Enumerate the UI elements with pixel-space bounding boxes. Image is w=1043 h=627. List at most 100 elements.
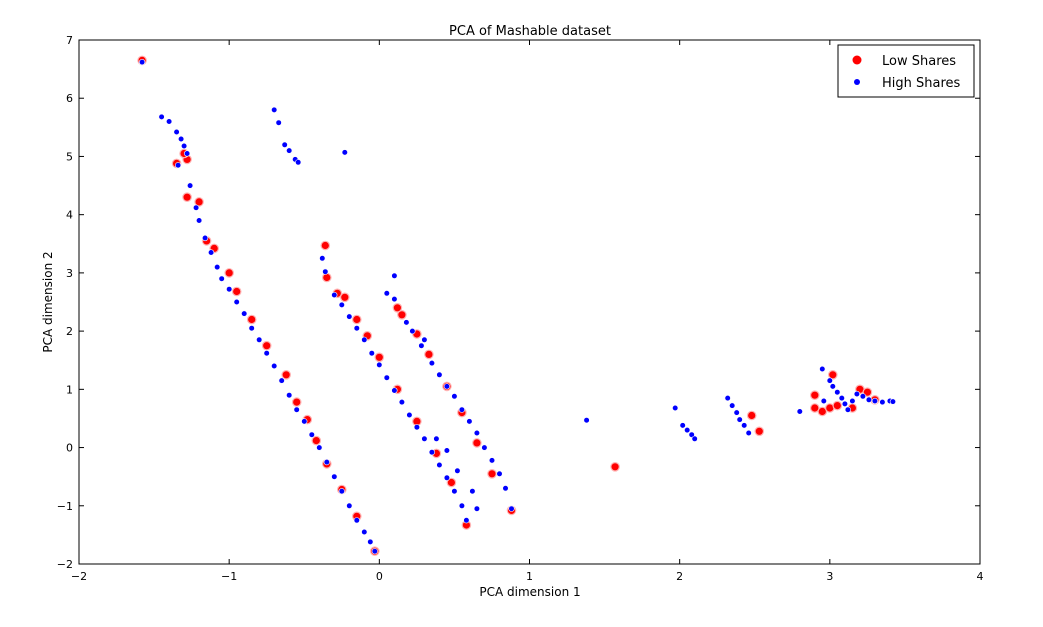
point-high-shares bbox=[271, 106, 278, 113]
plot-layer bbox=[137, 55, 897, 556]
point-low-shares bbox=[392, 302, 403, 313]
point-high-shares bbox=[508, 505, 515, 512]
x-axis-title: PCA dimension 1 bbox=[479, 585, 580, 599]
point-high-shares bbox=[391, 387, 398, 394]
point-high-shares bbox=[841, 400, 849, 408]
point-high-shares bbox=[193, 204, 200, 211]
y-tick-label: 6 bbox=[66, 92, 73, 105]
point-low-shares bbox=[610, 461, 620, 472]
point-high-shares bbox=[341, 149, 348, 156]
point-low-shares bbox=[291, 397, 302, 407]
point-high-shares bbox=[871, 397, 879, 405]
point-low-shares bbox=[224, 268, 234, 278]
point-low-shares bbox=[446, 477, 457, 488]
point-high-shares bbox=[248, 325, 255, 332]
point-high-shares bbox=[271, 362, 278, 370]
y-tick-label: 1 bbox=[66, 383, 73, 396]
point-high-shares bbox=[865, 396, 873, 403]
point-high-shares bbox=[286, 147, 293, 154]
point-high-shares bbox=[469, 488, 476, 495]
point-high-shares bbox=[421, 336, 428, 343]
y-axis-title: PCA dimension 2 bbox=[41, 251, 55, 352]
point-low-shares bbox=[472, 438, 482, 448]
point-high-shares bbox=[409, 328, 416, 335]
point-high-shares bbox=[178, 135, 185, 143]
point-high-shares bbox=[463, 517, 470, 524]
point-low-shares bbox=[746, 410, 757, 421]
point-high-shares bbox=[729, 402, 736, 409]
point-high-shares bbox=[796, 408, 803, 415]
point-high-shares bbox=[361, 336, 368, 343]
y-tick-label: −1 bbox=[57, 500, 73, 513]
legend-box bbox=[837, 44, 975, 98]
point-high-shares bbox=[173, 128, 180, 136]
point-high-shares bbox=[391, 296, 398, 303]
point-high-shares bbox=[418, 342, 425, 349]
point-high-shares bbox=[443, 447, 451, 454]
point-high-shares bbox=[208, 249, 215, 256]
point-high-shares bbox=[502, 485, 509, 492]
point-high-shares bbox=[367, 538, 374, 546]
point-low-shares bbox=[827, 369, 838, 380]
point-high-shares bbox=[688, 431, 695, 438]
point-high-shares bbox=[383, 374, 390, 381]
legend-marker-high-shares bbox=[854, 79, 860, 85]
point-high-shares bbox=[736, 416, 743, 423]
point-low-shares bbox=[339, 292, 350, 303]
y-tick-label: −2 bbox=[57, 558, 73, 571]
point-high-shares bbox=[413, 424, 421, 431]
point-high-shares bbox=[301, 418, 308, 425]
point-high-shares bbox=[679, 422, 686, 429]
point-high-shares bbox=[820, 397, 827, 405]
point-low-shares bbox=[321, 272, 332, 283]
point-high-shares bbox=[214, 264, 221, 271]
point-high-shares bbox=[202, 234, 209, 242]
point-high-shares bbox=[331, 473, 338, 480]
legend: Low Shares High Shares bbox=[837, 44, 975, 98]
x-tick-label: 3 bbox=[826, 570, 833, 583]
point-high-shares bbox=[398, 399, 406, 406]
x-tick-label: 2 bbox=[676, 570, 683, 583]
point-high-shares bbox=[308, 431, 315, 438]
point-high-shares bbox=[139, 58, 146, 66]
point-high-shares bbox=[889, 398, 897, 405]
legend-label-low-shares: Low Shares bbox=[882, 54, 956, 69]
point-high-shares bbox=[724, 395, 731, 402]
point-high-shares bbox=[428, 360, 436, 367]
x-tick-label: 1 bbox=[526, 570, 533, 583]
point-high-shares bbox=[323, 459, 330, 466]
point-high-shares bbox=[844, 406, 852, 413]
point-high-shares bbox=[184, 150, 191, 157]
point-low-shares bbox=[832, 400, 843, 411]
point-low-shares bbox=[817, 406, 828, 417]
point-high-shares bbox=[838, 395, 845, 402]
point-low-shares bbox=[320, 240, 331, 251]
point-high-shares bbox=[406, 411, 413, 419]
point-high-shares bbox=[853, 390, 861, 398]
chart-title: PCA of Mashable dataset bbox=[449, 24, 611, 39]
point-high-shares bbox=[745, 429, 752, 437]
point-low-shares bbox=[311, 435, 322, 446]
point-high-shares bbox=[175, 162, 182, 169]
point-high-shares bbox=[583, 417, 590, 424]
point-high-shares bbox=[819, 365, 826, 373]
point-high-shares bbox=[466, 418, 473, 425]
point-low-shares bbox=[809, 403, 820, 413]
point-high-shares bbox=[433, 435, 440, 442]
point-high-shares bbox=[691, 435, 698, 442]
point-high-shares bbox=[488, 457, 496, 464]
point-high-shares bbox=[286, 392, 293, 399]
point-low-shares bbox=[862, 387, 873, 397]
y-tick-label: 7 bbox=[66, 34, 73, 47]
point-high-shares bbox=[428, 449, 436, 456]
point-high-shares bbox=[436, 371, 443, 378]
point-low-shares bbox=[374, 352, 385, 363]
point-high-shares bbox=[391, 272, 398, 279]
legend-label-high-shares: High Shares bbox=[882, 76, 961, 91]
point-high-shares bbox=[233, 298, 240, 306]
point-low-shares bbox=[754, 426, 765, 437]
point-high-shares bbox=[338, 488, 345, 495]
point-high-shares bbox=[226, 286, 233, 293]
